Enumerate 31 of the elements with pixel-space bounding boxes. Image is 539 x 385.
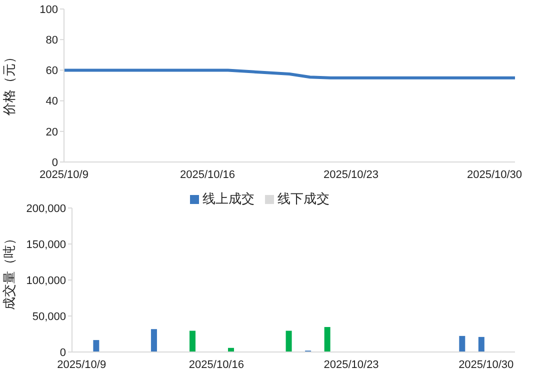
x-tick-label: 2025/10/9 xyxy=(40,168,88,181)
y-tick-label: 20 xyxy=(46,126,58,138)
bar xyxy=(459,336,466,352)
x-tick-label: 2025/10/16 xyxy=(180,168,236,181)
y-tick-label: 100,000 xyxy=(26,274,66,287)
y-axis-title: 价格（元） xyxy=(2,50,17,116)
y-tick-label: 60 xyxy=(46,65,58,78)
x-tick-label: 2025/10/23 xyxy=(324,358,379,371)
bar xyxy=(478,336,484,352)
y-tick-label: 200,000 xyxy=(26,202,66,215)
x-tick-label: 2025/10/16 xyxy=(188,358,244,371)
y-tick-label: 40 xyxy=(46,96,58,108)
x-tick-label: 2025/10/23 xyxy=(323,168,379,181)
x-tick-label: 2025/10/30 xyxy=(466,168,522,181)
y-tick-label: 50,000 xyxy=(32,310,66,323)
y-tick-label: 80 xyxy=(46,34,58,47)
bar xyxy=(93,340,100,352)
bar xyxy=(189,330,196,352)
x-tick-label: 2025/10/9 xyxy=(57,358,106,371)
bar xyxy=(324,327,330,352)
y-tick-label: 0 xyxy=(60,346,66,359)
bar xyxy=(150,329,157,352)
bar xyxy=(286,330,292,352)
x-tick-label: 2025/10/30 xyxy=(458,358,514,371)
legend-label: 线下成交 xyxy=(278,191,330,206)
line-series xyxy=(62,68,516,80)
legend-label: 线上成交 xyxy=(202,191,254,206)
y-tick-label: 0 xyxy=(52,156,58,169)
y-axis-title: 成交量（吨） xyxy=(2,232,17,310)
y-tick-label: 150,000 xyxy=(26,238,66,251)
y-tick-label: 100 xyxy=(40,4,58,16)
